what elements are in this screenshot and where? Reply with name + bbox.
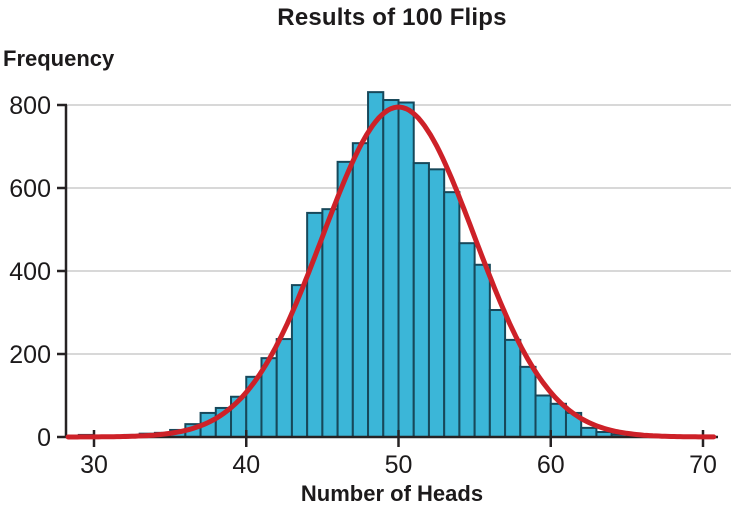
histogram-bar	[473, 263, 491, 438]
x-axis-title: Number of Heads	[300, 481, 484, 506]
y-tick-label: 600	[9, 175, 51, 203]
chart-title: Results of 100 Flips	[277, 4, 507, 31]
y-axis-title: Frequency	[3, 46, 115, 71]
histogram-bar	[519, 365, 537, 438]
histogram-bar	[321, 208, 339, 438]
histogram-bar	[275, 338, 293, 438]
x-tick-label: 30	[80, 451, 108, 479]
histogram-bar	[336, 160, 354, 438]
histogram-bar	[534, 394, 552, 438]
histogram-bar	[397, 101, 415, 438]
histogram-bar	[443, 191, 461, 438]
histogram-bar	[580, 426, 598, 438]
x-tick-label: 40	[232, 451, 260, 479]
y-tick-label: 0	[37, 424, 51, 452]
x-tick-label: 70	[689, 451, 717, 479]
histogram-bar	[488, 309, 507, 439]
histogram-bar	[351, 142, 370, 438]
histogram-bar	[504, 338, 522, 439]
histogram-bar	[412, 162, 430, 438]
histogram-bar	[458, 242, 476, 438]
y-tick-label: 800	[9, 92, 51, 120]
y-tick-label: 200	[9, 341, 51, 369]
histogram-bar	[382, 99, 400, 439]
histogram-bar	[427, 168, 446, 438]
x-tick-label: 50	[385, 451, 413, 479]
x-tick-label: 60	[537, 451, 565, 479]
normal-curve	[65, 104, 717, 440]
histogram-bar	[367, 91, 385, 438]
y-tick-label: 400	[9, 258, 51, 286]
